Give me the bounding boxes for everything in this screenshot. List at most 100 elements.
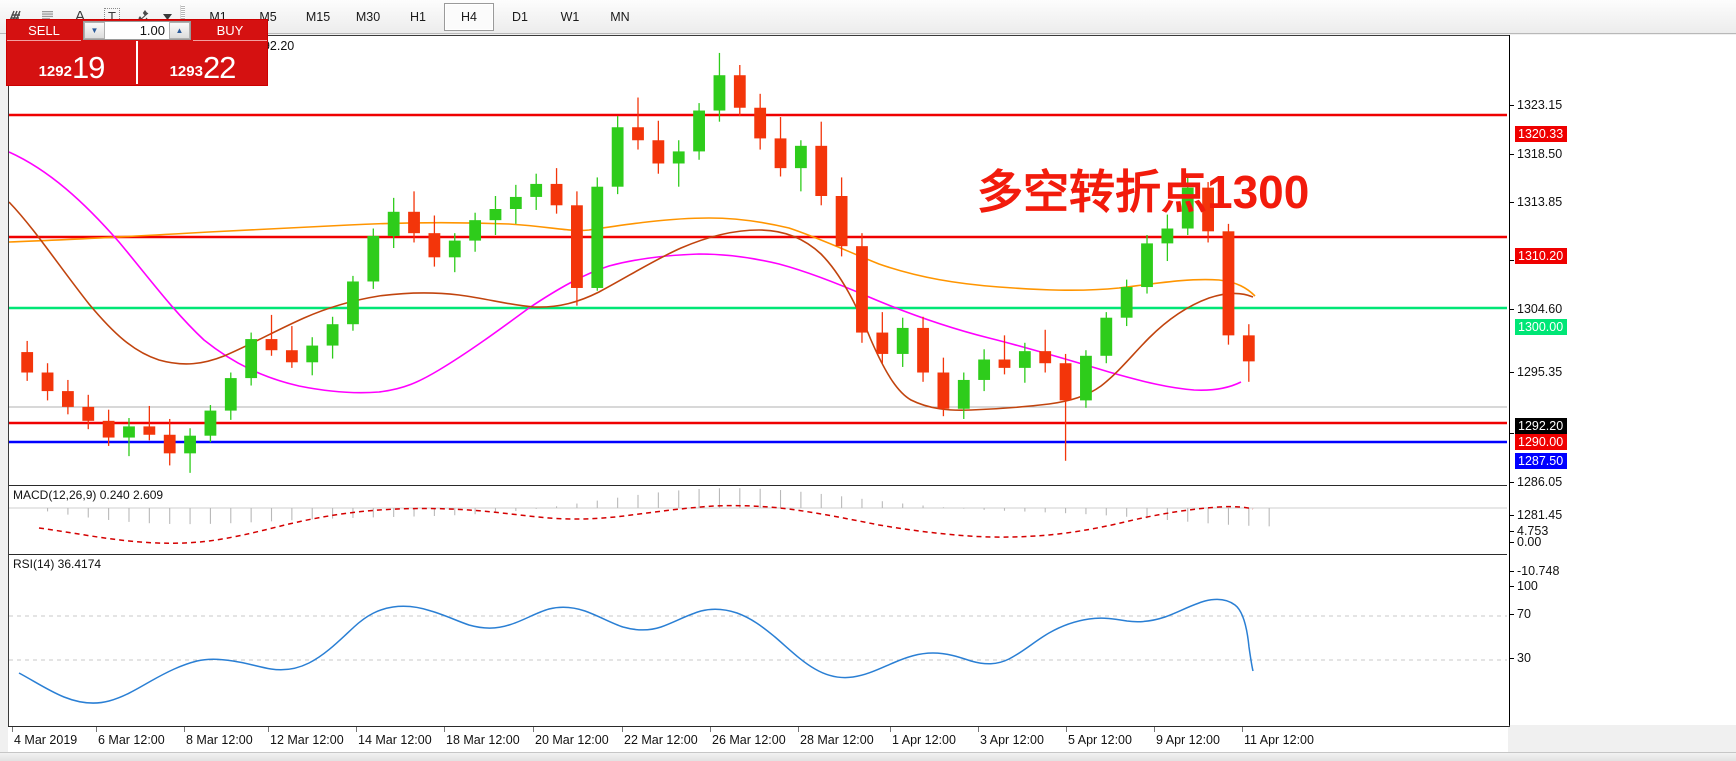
price-tick	[1509, 515, 1514, 516]
sell-button[interactable]: SELL	[7, 20, 81, 41]
candle-body	[693, 110, 705, 152]
volume-input-group[interactable]: ▼ 1.00 ▲	[83, 21, 191, 40]
candle-body	[896, 327, 909, 354]
candle-body	[632, 127, 644, 141]
price-svg	[9, 52, 1507, 473]
time-scale-label: 18 Mar 12:00	[446, 733, 520, 747]
time-tick	[622, 727, 623, 732]
chart-window[interactable]: ▲XAUUSD-,H4 1291.32 1292.76 1291.30 1292…	[8, 35, 1510, 727]
candle-body	[41, 372, 54, 392]
bid-price-minor: 19	[71, 50, 105, 85]
candle-body	[326, 324, 339, 346]
price-tick	[1509, 571, 1514, 572]
time-tick	[1066, 727, 1067, 732]
candle-body	[530, 183, 543, 197]
price-tick	[1509, 372, 1514, 373]
text-tool-icon[interactable]: A	[65, 3, 95, 31]
price-scale[interactable]: 1323.151318.501313.851309.251304.601295.…	[1509, 35, 1736, 725]
candle-body	[957, 379, 970, 409]
volume-increase-button[interactable]: ▲	[169, 22, 190, 39]
price-scale-label: 1323.15	[1517, 98, 1563, 112]
candle-body	[347, 281, 359, 325]
candle-body	[143, 426, 156, 435]
indicators-dropdown-caret-icon[interactable]	[160, 3, 174, 31]
bid-price[interactable]: 1292 19	[7, 41, 138, 84]
candle-body	[245, 339, 258, 379]
price-level-badge-1310-20[interactable]: 1310.20	[1515, 248, 1568, 264]
volume-decrease-button[interactable]: ▼	[84, 22, 105, 39]
price-scale-label: 1304.60	[1517, 302, 1563, 316]
candle-body	[265, 339, 278, 351]
time-tick	[184, 727, 185, 732]
macd-label: MACD(12,26,9) 0.240 2.609	[13, 488, 164, 502]
one-click-trade-panel[interactable]: SELL ▼ 1.00 ▲ BUY 1292 19 1293 22	[6, 19, 268, 86]
candle-body	[1018, 351, 1031, 368]
chart-annotation[interactable]: 多空转折点1300	[977, 166, 1310, 218]
candle-body	[1141, 243, 1153, 288]
timeframe-d1[interactable]: D1	[512, 9, 528, 24]
candle-body	[367, 235, 380, 282]
candle-body	[489, 209, 502, 221]
price-tick	[1509, 105, 1514, 106]
price-tick	[1509, 542, 1514, 543]
timeframe-mn[interactable]: MN	[610, 9, 630, 24]
price-tick	[1509, 202, 1514, 203]
price-level-badge-1300-00[interactable]: 1300.00	[1515, 319, 1568, 335]
time-scale-label: 28 Mar 12:00	[800, 733, 874, 747]
candle-body	[1100, 317, 1113, 356]
candle-body	[224, 378, 237, 411]
timeframe-h4[interactable]: H4	[444, 2, 494, 31]
status-bar	[0, 752, 1736, 761]
volume-input[interactable]: 1.00	[105, 22, 169, 39]
price-scale-axis	[1509, 35, 1510, 725]
time-scale-label: 9 Apr 12:00	[1156, 733, 1220, 747]
rsi-plot	[9, 555, 1507, 726]
trade-controls-row: SELL ▼ 1.00 ▲ BUY	[7, 20, 267, 41]
price-tick	[1509, 309, 1514, 310]
rsi-label: RSI(14) 36.4174	[13, 557, 102, 571]
time-scale-label: 8 Mar 12:00	[186, 733, 253, 747]
timeframe-m15[interactable]: M15	[305, 9, 331, 24]
price-tick	[1509, 614, 1514, 615]
price-pane[interactable]	[9, 52, 1507, 484]
timeframe-w1[interactable]: W1	[560, 9, 580, 24]
time-scale[interactable]: 4 Mar 2019 6 Mar 12:00 8 Mar 12:00 12 Mar 1…	[8, 726, 1508, 753]
price-tick	[1509, 482, 1514, 483]
price-tick	[1509, 586, 1514, 587]
rsi-pane[interactable]: RSI(14) 36.4174	[9, 554, 1507, 726]
trade-price-row: 1292 19 1293 22	[7, 41, 267, 84]
price-tick	[1509, 433, 1514, 434]
macd-pane[interactable]: MACD(12,26,9) 0.240 2.609	[9, 485, 1507, 554]
candle-body	[1222, 231, 1235, 336]
macd-scale-label: -10.748	[1517, 564, 1560, 578]
timeframe-h1[interactable]: H1	[410, 9, 426, 24]
time-tick	[533, 727, 534, 732]
candle-body	[978, 359, 991, 380]
time-scale-label: 3 Apr 12:00	[980, 733, 1044, 747]
toolbar-grip[interactable]	[180, 4, 185, 29]
buy-button[interactable]: BUY	[193, 20, 267, 41]
price-level-badge-1292-20[interactable]: 1292.20	[1515, 418, 1568, 434]
time-tick	[1242, 727, 1243, 732]
price-level-badge-1287-50[interactable]: 1287.50	[1515, 453, 1568, 469]
ask-price[interactable]: 1293 22	[138, 41, 267, 84]
rsi-scale-label: 30	[1517, 651, 1531, 665]
price-tick	[1509, 658, 1514, 659]
timeframe-m30[interactable]: M30	[355, 9, 381, 24]
time-scale-label: 20 Mar 12:00	[535, 733, 609, 747]
rsi-scale-label: 100	[1517, 579, 1538, 593]
macd-histogram	[46, 488, 1270, 527]
candle-body	[1080, 355, 1092, 401]
candle-body	[835, 196, 848, 247]
candle-body	[1120, 287, 1133, 318]
price-level-badge-1320-33[interactable]: 1320.33	[1515, 126, 1568, 142]
time-tick	[356, 727, 357, 732]
candle-body	[774, 138, 787, 169]
candle-body	[469, 220, 482, 241]
time-tick	[978, 727, 979, 732]
price-level-badge-1290-00[interactable]: 1290.00	[1515, 434, 1568, 450]
candle-body	[856, 246, 868, 333]
rsi-line	[18, 598, 1254, 704]
candle-body	[937, 372, 950, 409]
